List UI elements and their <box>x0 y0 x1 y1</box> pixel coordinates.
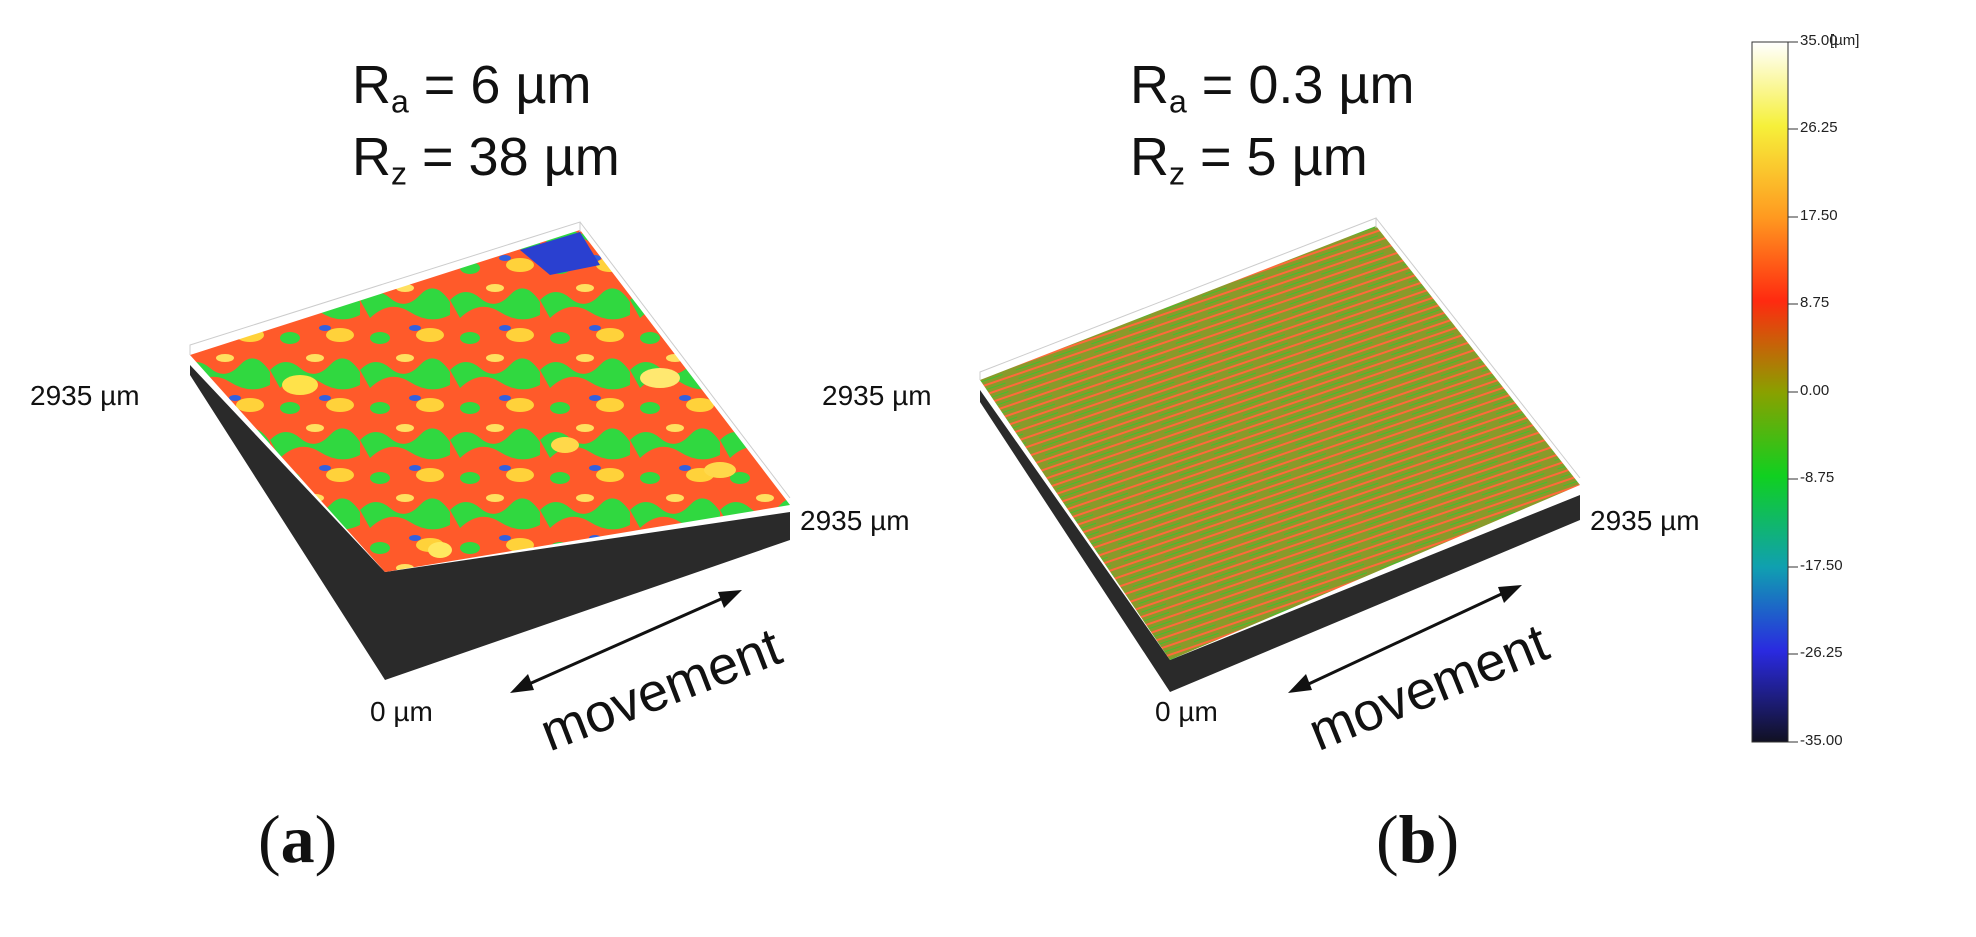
colorbar-tick-label: -17.50 <box>1800 557 1843 574</box>
surface-a <box>189 221 791 680</box>
surface-b <box>979 217 1581 692</box>
rz-label-a: Rz = 38 µm <box>352 127 620 192</box>
colorbar-tick-label: -35.00 <box>1800 732 1843 749</box>
origin-label-b: 0 µm <box>1155 696 1218 727</box>
colorbar-tick-label: -8.75 <box>1800 469 1835 486</box>
right-dimension-b: 2935 µm <box>1590 505 1700 536</box>
right-dimension-a: 2935 µm <box>800 505 910 536</box>
panel-caption-a: (a) <box>258 801 338 877</box>
movement-arrow-a <box>510 590 742 693</box>
left-dimension-b: 2935 µm <box>822 380 932 411</box>
left-dimension-a: 2935 µm <box>30 380 140 411</box>
ra-label-a: Ra = 6 µm <box>352 55 592 120</box>
movement-arrow-b <box>1288 585 1522 693</box>
colorbar-ticks <box>1788 41 1798 743</box>
panel-caption-b: (b) <box>1376 801 1460 877</box>
colorbar-unit: [µm] <box>1830 32 1860 49</box>
origin-label-a: 0 µm <box>370 696 433 727</box>
ra-label-b: Ra = 0.3 µm <box>1130 55 1415 120</box>
colorbar-tick-label: 0.00 <box>1800 382 1830 399</box>
colorbar-tick-label: 8.75 <box>1800 294 1830 311</box>
colorbar-tick-label: -26.25 <box>1800 644 1843 661</box>
colorbar <box>1751 41 1798 743</box>
rz-label-b: Rz = 5 µm <box>1130 127 1368 192</box>
colorbar-tick-label: 35.00 <box>1800 32 1838 49</box>
colorbar-tick-label: 26.25 <box>1800 119 1838 136</box>
colorbar-tick-label: 17.50 <box>1800 207 1838 224</box>
